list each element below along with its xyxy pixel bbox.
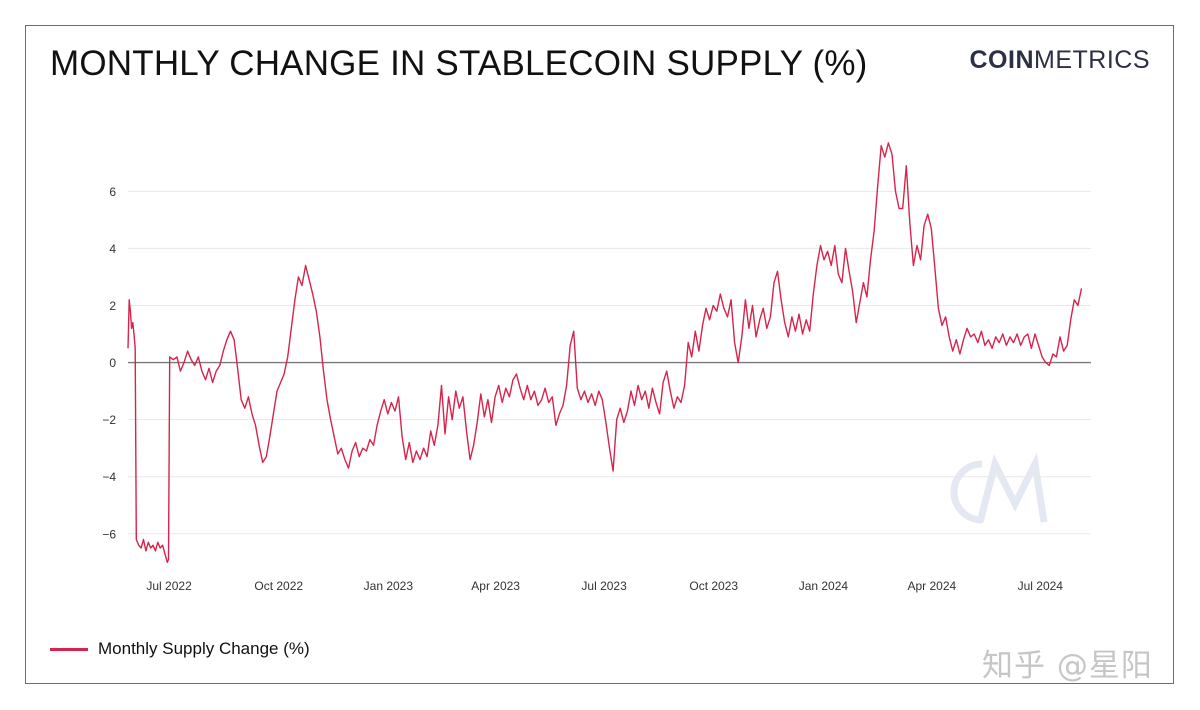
x-tick-label: Jan 2024: [799, 579, 849, 593]
legend[interactable]: Monthly Supply Change (%): [50, 639, 310, 659]
legend-swatch: [50, 647, 88, 651]
coinmetrics-logo: COINMETRICS: [970, 46, 1151, 75]
x-tick-label: Jan 2023: [364, 579, 414, 593]
y-tick-label: −6: [102, 527, 116, 541]
grid-layer: [128, 190, 1091, 535]
chart-frame: [25, 25, 1174, 684]
series-line-monthly-supply-change: [127, 142, 1083, 563]
x-tick-label: Jul 2024: [1018, 579, 1064, 593]
y-tick-label: −2: [102, 413, 116, 427]
y-tick-label: −4: [102, 470, 116, 484]
chart-title: MONTHLY CHANGE IN STABLECOIN SUPPLY (%): [50, 44, 868, 83]
x-tick-label: Apr 2023: [471, 579, 520, 593]
series-layer: [127, 142, 1083, 563]
axis-layer: −6 −4 −2 0 2 4 6 Jul 2022 Oct 2022 Jan 2023 Apr 20…: [102, 185, 1063, 593]
x-tick-label: Jul 2023: [581, 579, 627, 593]
x-tick-label: Oct 2023: [689, 579, 738, 593]
x-tick-label: Jul 2022: [146, 579, 192, 593]
y-tick-label: 4: [109, 242, 116, 256]
y-tick-label: 6: [109, 185, 116, 199]
zhihu-watermark: 知乎 @星阳: [982, 648, 1153, 684]
legend-label: Monthly Supply Change (%): [98, 639, 310, 658]
brand-bold: COIN: [969, 46, 1034, 74]
y-tick-label: 2: [109, 299, 116, 313]
cm-watermark-logo: [950, 452, 1048, 524]
brand-light: METRICS: [1034, 46, 1150, 74]
x-tick-label: Apr 2024: [907, 579, 956, 593]
x-tick-label: Oct 2022: [254, 579, 303, 593]
y-tick-label: 0: [109, 356, 116, 370]
